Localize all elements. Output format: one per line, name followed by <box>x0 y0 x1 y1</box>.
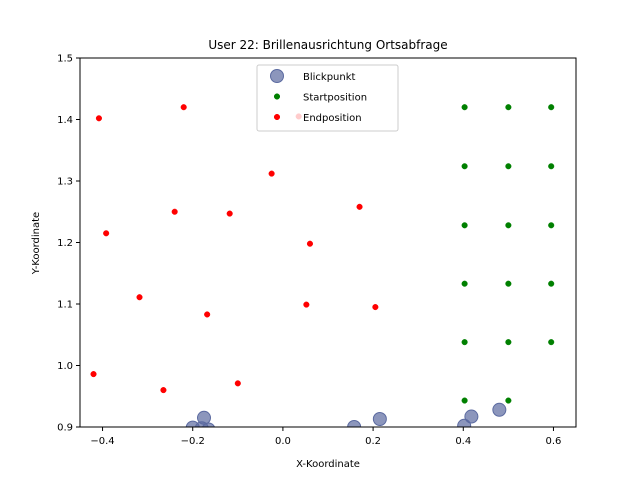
x-tick-label: 0.4 <box>455 436 471 447</box>
y-tick-label: 1.1 <box>57 300 73 311</box>
x-tick-label: −0.2 <box>181 436 205 447</box>
x-tick-label: −0.4 <box>90 436 114 447</box>
startposition-point <box>461 339 468 346</box>
blickpunkt-point <box>464 409 479 424</box>
startposition-point <box>461 163 468 170</box>
endposition-point <box>372 304 379 311</box>
legend-box <box>256 64 399 132</box>
y-tick-label: 1.3 <box>57 177 73 188</box>
startposition-point <box>548 104 555 111</box>
x-axis-label: X-Koordinate <box>296 459 360 470</box>
startposition-point <box>505 222 512 229</box>
startposition-point <box>505 280 512 287</box>
endposition-point <box>90 371 97 378</box>
legend-marker-blickpunkt <box>270 69 284 83</box>
startposition-point <box>505 163 512 170</box>
endposition-point <box>171 208 178 215</box>
x-tick-label: 0.2 <box>365 436 381 447</box>
legend-marker-endposition <box>273 113 281 121</box>
startposition-point <box>548 339 555 346</box>
startposition-point <box>461 280 468 287</box>
points-layer <box>90 104 555 427</box>
endposition-point <box>226 210 233 217</box>
legend-label-endposition: Endposition <box>303 113 362 124</box>
endposition-point <box>160 387 167 394</box>
blickpunkt-point <box>372 412 387 427</box>
y-tick-label: 1.4 <box>57 115 73 126</box>
endposition-point <box>136 294 143 301</box>
endposition-point <box>268 170 275 177</box>
legend-label-blickpunkt: Blickpunkt <box>303 72 356 83</box>
endposition-point <box>303 301 310 308</box>
endposition-point <box>103 230 110 237</box>
startposition-point <box>505 339 512 346</box>
legend-marker-startposition <box>273 93 281 100</box>
y-tick-label: 0.9 <box>57 423 73 434</box>
startposition-point <box>461 222 468 229</box>
startposition-point <box>505 397 512 404</box>
blickpunkt-point <box>492 402 507 417</box>
blickpunkt-point <box>197 410 211 425</box>
startposition-point <box>548 280 555 287</box>
endposition-point <box>180 104 187 111</box>
x-tick-label: 0.6 <box>546 436 562 447</box>
y-tick-label: 1.0 <box>57 361 73 372</box>
legend-label-startposition: Startposition <box>303 93 367 104</box>
blickpunkt-point <box>201 422 216 427</box>
startposition-point <box>461 104 468 111</box>
endposition-point <box>234 380 241 387</box>
y-tick-label: 1.2 <box>57 238 73 249</box>
chart-title: User 22: Brillenausrichtung Ortsabfrage <box>208 38 447 52</box>
endposition-point <box>204 311 211 318</box>
startposition-point <box>548 222 555 229</box>
x-tick-label: 0.0 <box>275 436 291 447</box>
endposition-point <box>356 203 363 210</box>
y-axis-label: Y-Koordinate <box>31 212 42 275</box>
y-tick-label: 1.5 <box>57 54 73 65</box>
blickpunkt-point <box>347 420 362 427</box>
startposition-point <box>548 163 555 170</box>
startposition-point <box>505 104 512 111</box>
startposition-point <box>461 397 468 404</box>
ticks-layer: −0.4 −0.2 0.0 0.2 0.4 0.6 0.9 1.0 1.1 1.2 1.3 1.4 1.… <box>57 54 561 448</box>
endposition-point <box>95 115 102 122</box>
endposition-point <box>306 240 314 247</box>
legend: Blickpunkt Startposition Endposition <box>256 64 399 132</box>
